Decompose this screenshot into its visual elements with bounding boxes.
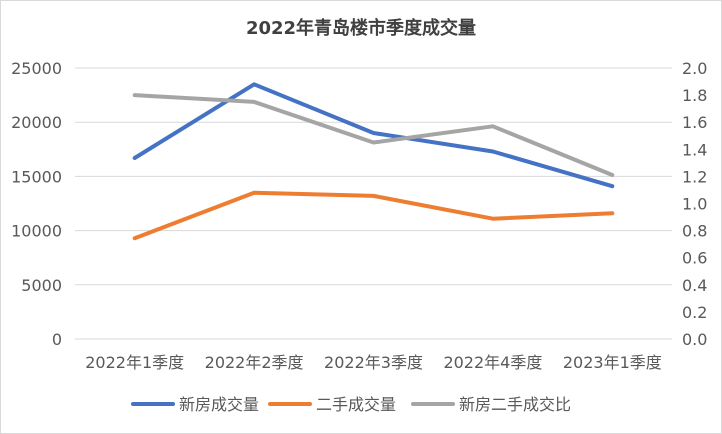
x-tick-label: 2022年2季度 bbox=[205, 353, 304, 372]
x-tick-label: 2022年4季度 bbox=[443, 353, 542, 372]
right-tick-label: 0.4 bbox=[682, 276, 707, 295]
x-tick-label: 2022年1季度 bbox=[85, 353, 184, 372]
left-axis-ticks: 0 5000 10000 15000 20000 25000 bbox=[11, 59, 62, 349]
right-tick-label: 1.2 bbox=[682, 167, 707, 186]
right-tick-label: 0.8 bbox=[682, 222, 707, 241]
right-tick-label: 1.0 bbox=[682, 195, 707, 214]
x-axis-ticks: 2022年1季度 2022年2季度 2022年3季度 2022年4季度 2023年1季度 bbox=[85, 353, 662, 372]
right-tick-label: 0.2 bbox=[682, 303, 707, 322]
x-tick-label: 2023年1季度 bbox=[563, 353, 662, 372]
right-tick-label: 0.6 bbox=[682, 249, 707, 268]
x-tick-label: 2022年3季度 bbox=[324, 353, 423, 372]
chart-title: 2022年青岛楼市季度成交量 bbox=[246, 17, 476, 39]
series-lines bbox=[132, 82, 615, 241]
right-tick-label: 0.0 bbox=[682, 330, 707, 349]
left-tick-label: 5000 bbox=[21, 276, 62, 295]
right-tick-label: 2.0 bbox=[682, 59, 707, 78]
right-tick-label: 1.4 bbox=[682, 140, 707, 159]
legend-label: 新房成交量 bbox=[179, 395, 259, 414]
right-tick-label: 1.8 bbox=[682, 86, 707, 105]
left-tick-label: 15000 bbox=[11, 167, 62, 186]
right-tick-label: 1.6 bbox=[682, 113, 707, 132]
left-tick-label: 10000 bbox=[11, 222, 62, 241]
left-tick-label: 20000 bbox=[11, 113, 62, 132]
left-tick-label: 25000 bbox=[11, 59, 62, 78]
right-axis-ticks: 0.0 0.2 0.4 0.6 0.8 1.0 1.2 1.4 1.6 1.8 2.0 bbox=[682, 59, 707, 349]
gridlines bbox=[75, 67, 672, 340]
legend-label: 二手成交量 bbox=[316, 395, 396, 414]
left-tick-label: 0 bbox=[52, 330, 62, 349]
legend: 新房成交量 二手成交量 新房二手成交比 bbox=[131, 395, 571, 414]
legend-label: 新房二手成交比 bbox=[459, 395, 571, 414]
